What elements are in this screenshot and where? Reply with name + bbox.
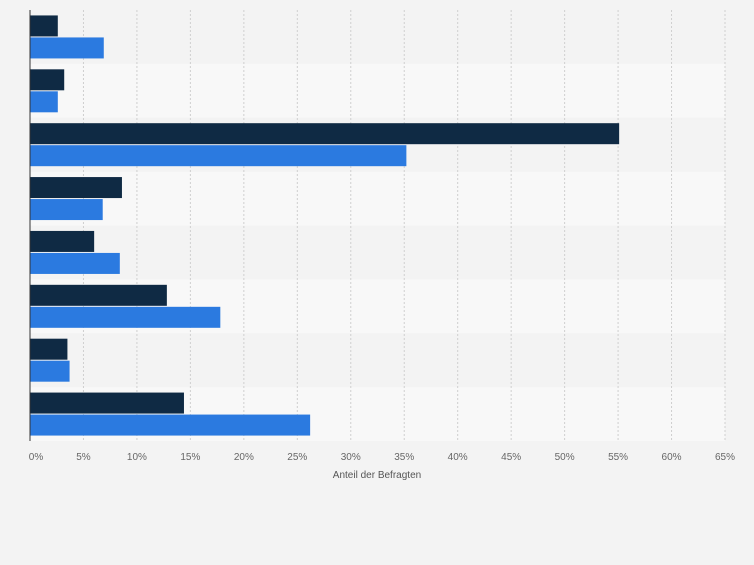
x-tick-label: 60% [662,452,682,463]
bar-series-2-row-4[interactable] [30,199,103,221]
bar-series-1-row-5[interactable] [30,230,95,252]
x-tick-label: 15% [180,452,200,463]
x-tick-label: 40% [448,452,468,463]
bar-series-2-row-3[interactable] [30,145,407,167]
bar-series-1-row-1[interactable] [30,15,58,37]
bar-series-1-row-8[interactable] [30,392,184,414]
x-tick-label: 20% [234,452,254,463]
x-tick-label: 5% [76,452,91,463]
bar-series-2-row-5[interactable] [30,252,120,274]
row-band [30,333,725,388]
x-tick-label: 45% [501,452,521,463]
bar-series-2-row-2[interactable] [30,91,58,113]
x-tick-label: 10% [127,452,147,463]
bar-series-2-row-6[interactable] [30,306,221,328]
row-band [30,225,725,280]
x-tick-label: 35% [394,452,414,463]
x-tick-labels: 0% 5% 10% 15% 20% 25% 30% 35% 40% 45% 50% 55% 60% 65% [29,452,735,463]
bar-series-1-row-7[interactable] [30,338,68,360]
bar-series-2-row-1[interactable] [30,37,104,59]
bar-series-1-row-6[interactable] [30,284,167,306]
row-bands [30,10,725,441]
x-tick-label: 0% [29,452,44,463]
row-band [30,10,725,64]
bar-series-2-row-7[interactable] [30,360,70,382]
bars [30,15,620,436]
bar-series-1-row-3[interactable] [30,123,620,145]
x-tick-label: 65% [715,452,735,463]
row-band [30,171,725,226]
x-tick-label: 25% [287,452,307,463]
bar-series-2-row-8[interactable] [30,414,311,436]
x-tick-label: 55% [608,452,628,463]
bar-series-1-row-2[interactable] [30,69,65,91]
row-band [30,63,725,118]
x-axis-label: Anteil der Befragten [333,470,421,481]
x-tick-label: 30% [341,452,361,463]
x-tick-label: 50% [555,452,575,463]
bar-series-1-row-4[interactable] [30,177,122,199]
